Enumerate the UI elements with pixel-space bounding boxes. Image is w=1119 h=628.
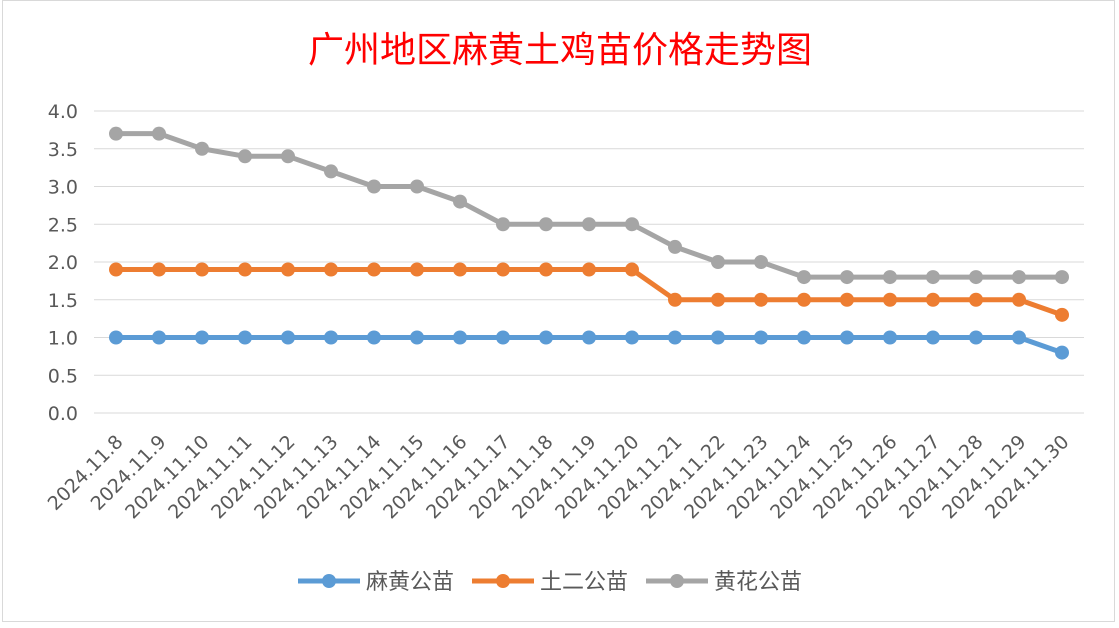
legend-swatch-marker (496, 574, 510, 588)
data-point (883, 292, 897, 307)
data-point (625, 217, 639, 232)
data-point (410, 179, 424, 194)
legend: 麻黄公苗 土二公苗 黄花公苗 (298, 570, 802, 595)
data-point (883, 270, 897, 285)
data-point (152, 330, 166, 345)
y-tick-label: 3.5 (48, 139, 78, 161)
y-tick-label: 0.5 (48, 365, 78, 387)
data-point (109, 126, 123, 141)
data-point (453, 262, 467, 277)
data-point (797, 330, 811, 345)
legend-label: 麻黄公苗 (366, 570, 454, 595)
y-tick-label: 2.5 (48, 214, 78, 236)
data-point (1055, 307, 1069, 322)
data-point (1012, 292, 1026, 307)
data-point (1012, 330, 1026, 345)
data-point (711, 292, 725, 307)
data-point (539, 262, 553, 277)
data-point (840, 330, 854, 345)
legend-swatch-marker (670, 574, 684, 588)
data-point (797, 292, 811, 307)
data-point (496, 217, 510, 232)
data-point (625, 262, 639, 277)
data-point (926, 292, 940, 307)
data-point (969, 330, 983, 345)
data-point (281, 262, 295, 277)
data-point (496, 330, 510, 345)
data-point (281, 149, 295, 164)
data-point (496, 262, 510, 277)
data-point (367, 262, 381, 277)
data-point (1055, 345, 1069, 360)
legend-swatch-marker (322, 574, 336, 588)
data-point (324, 262, 338, 277)
data-point (969, 270, 983, 285)
chart-title: 广州地区麻黄土鸡苗价格走势图 (308, 30, 812, 71)
data-point (152, 262, 166, 277)
series-lines (109, 126, 1069, 360)
data-point (840, 292, 854, 307)
data-point (539, 217, 553, 232)
data-point (582, 217, 596, 232)
y-axis: 0.0 0.5 1.0 1.5 2.0 2.5 3.0 3.5 4.0 (48, 101, 78, 425)
data-point (754, 292, 768, 307)
series-line (116, 131, 1062, 280)
y-tick-label: 1.0 (48, 328, 78, 350)
data-point (625, 330, 639, 345)
data-point (711, 330, 725, 345)
data-point (195, 330, 209, 345)
data-point (668, 239, 682, 254)
data-point (883, 330, 897, 345)
data-point (797, 270, 811, 285)
data-point (195, 141, 209, 156)
data-point (410, 262, 424, 277)
data-point (711, 255, 725, 269)
data-point (152, 126, 166, 141)
data-point (324, 164, 338, 179)
data-point (238, 149, 252, 164)
data-point (926, 330, 940, 345)
data-point (539, 330, 553, 345)
data-point (281, 330, 295, 345)
y-tick-label: 0.0 (48, 403, 78, 425)
data-point (109, 330, 123, 345)
data-point (453, 330, 467, 345)
data-point (238, 262, 252, 277)
data-point (1012, 270, 1026, 285)
y-tick-label: 3.0 (48, 177, 78, 199)
data-point (582, 262, 596, 277)
y-tick-label: 4.0 (48, 101, 78, 123)
y-tick-label: 2.0 (48, 252, 78, 274)
data-point (367, 330, 381, 345)
legend-label: 黄花公苗 (714, 570, 802, 595)
data-point (453, 194, 467, 209)
data-point (668, 292, 682, 307)
data-point (367, 179, 381, 194)
data-point (109, 262, 123, 277)
data-point (668, 330, 682, 345)
data-point (1055, 270, 1069, 285)
legend-label: 土二公苗 (540, 570, 628, 595)
data-point (582, 330, 596, 345)
data-point (238, 330, 252, 345)
x-axis: 2024.11.82024.11.92024.11.102024.11.1120… (44, 431, 1074, 523)
data-point (324, 330, 338, 345)
data-point (754, 255, 768, 269)
data-point (926, 270, 940, 285)
data-point (410, 330, 424, 345)
data-point (754, 330, 768, 345)
data-point (840, 270, 854, 285)
data-point (195, 262, 209, 277)
data-point (969, 292, 983, 307)
y-tick-label: 1.5 (48, 290, 78, 312)
